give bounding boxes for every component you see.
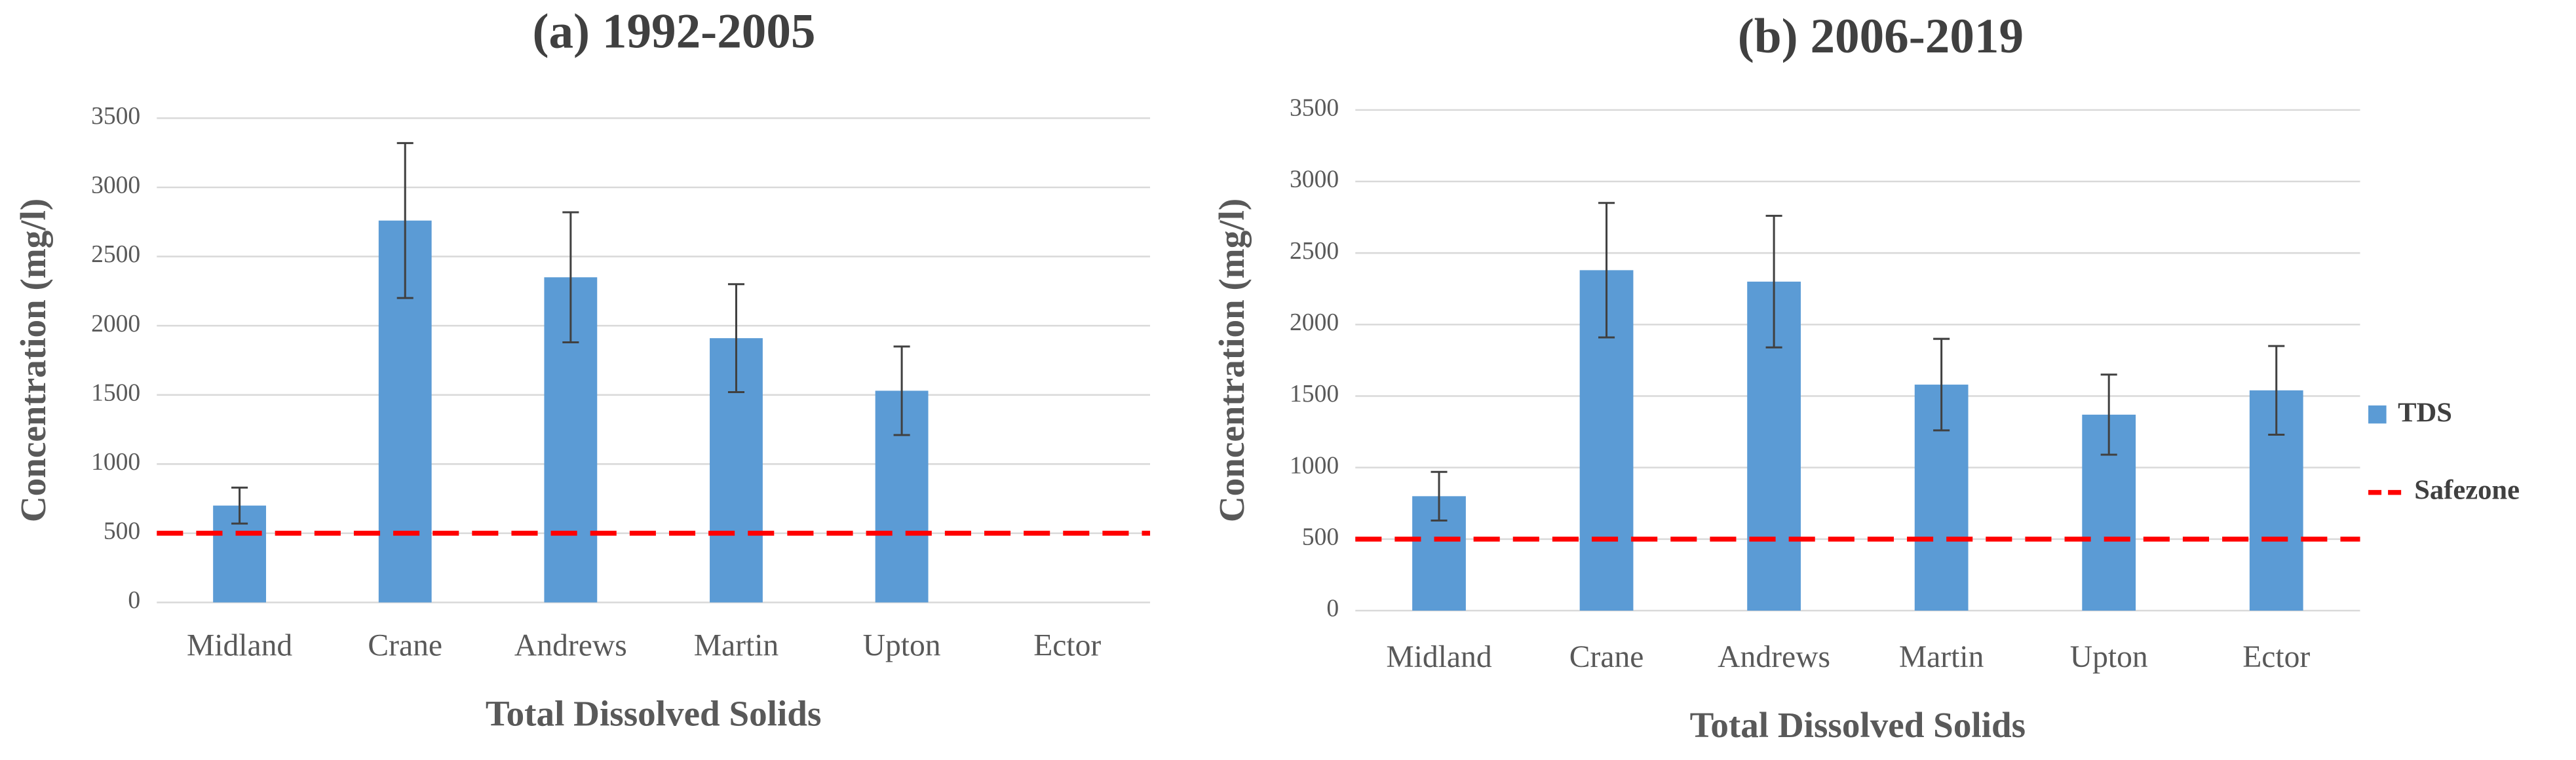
x-tick-label: Upton — [2070, 640, 2148, 674]
x-tick-label: Crane — [1569, 640, 1644, 674]
y-tick-label: 2500 — [91, 241, 140, 268]
error-bar — [1933, 337, 1950, 432]
y-axis-label: Concentration (mg/l) — [13, 199, 53, 522]
error-bar — [2268, 345, 2285, 436]
error-bar — [1431, 470, 1448, 522]
x-tick-label: Martin — [694, 629, 779, 663]
y-tick-label: 2000 — [91, 311, 140, 337]
x-tick-label: Martin — [1899, 640, 1984, 674]
error-bar — [2100, 373, 2117, 456]
y-tick-label: 2000 — [1290, 309, 1339, 336]
x-tick-label: Andrews — [1718, 640, 1830, 674]
y-tick-label: 1500 — [1290, 381, 1339, 408]
y-tick-label: 3500 — [1290, 94, 1339, 121]
x-tick-label: Andrews — [514, 629, 627, 663]
chart-title: (b) 2006-2019 — [1738, 9, 2024, 64]
x-tick-label: Midland — [1386, 640, 1491, 674]
y-tick-label: 3000 — [1290, 166, 1339, 193]
y-tick-label: 2500 — [1290, 238, 1339, 265]
legend-label: TDS — [2398, 398, 2452, 428]
error-bar — [396, 142, 413, 299]
y-tick-label: 1500 — [91, 379, 140, 406]
x-axis-label: Total Dissolved Solids — [1690, 705, 2026, 745]
y-tick-label: 500 — [104, 518, 140, 545]
error-bar — [562, 211, 579, 343]
legend-label: Safezone — [2414, 474, 2520, 505]
y-axis-label: Concentration (mg/l) — [1212, 199, 1252, 522]
x-tick-label: Ector — [2242, 640, 2310, 674]
x-tick-label: Ector — [1033, 629, 1101, 663]
error-bar — [1765, 214, 1782, 349]
legend-swatch — [2368, 405, 2387, 424]
y-tick-label: 3500 — [91, 103, 140, 130]
y-tick-label: 1000 — [91, 449, 140, 476]
x-tick-label: Midland — [187, 629, 292, 663]
y-tick-label: 3000 — [91, 172, 140, 199]
y-tick-label: 0 — [1326, 596, 1339, 622]
x-axis-label: Total Dissolved Solids — [486, 694, 821, 734]
y-tick-label: 0 — [128, 587, 140, 614]
error-bar — [727, 283, 745, 394]
chart-title: (a) 1992-2005 — [532, 4, 815, 58]
error-bar — [1598, 202, 1615, 339]
y-tick-label: 1000 — [1290, 452, 1339, 479]
error-bar — [893, 345, 910, 436]
y-tick-label: 500 — [1302, 523, 1339, 550]
x-tick-label: Crane — [368, 629, 442, 663]
error-bar — [231, 486, 248, 525]
x-tick-label: Upton — [863, 629, 941, 663]
